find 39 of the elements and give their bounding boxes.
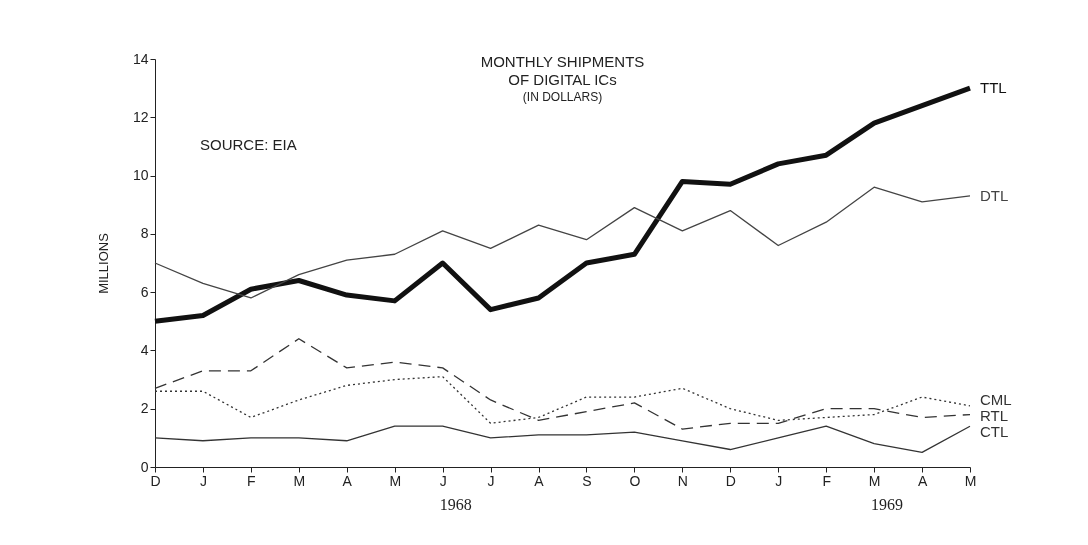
series-label: CML <box>980 390 1012 408</box>
x-tick-label: S <box>582 472 592 489</box>
y-tick-label: 8 <box>140 225 149 242</box>
series-label: TTL <box>980 79 1007 97</box>
x-tick-label: D <box>725 472 736 489</box>
y-tick-label: 4 <box>140 341 149 358</box>
x-tick-label: J <box>775 472 783 489</box>
x-tick-label: F <box>247 472 256 489</box>
text: (IN DOLLARS) <box>522 90 603 104</box>
line-series <box>154 186 971 299</box>
x-tick-label: A <box>342 472 353 489</box>
x-tick-label: O <box>629 472 641 489</box>
y-axis-title: MILLIONS <box>95 232 111 294</box>
x-tick-label: A <box>917 472 928 489</box>
text: 1968 <box>439 496 472 513</box>
text: 1969 <box>871 496 904 513</box>
x-tick-label: N <box>677 472 688 489</box>
x-tick-label: J <box>487 472 495 489</box>
x-tick-label: M <box>389 472 402 489</box>
line-series <box>154 425 971 454</box>
annotation: SOURCE: EIA <box>200 136 297 153</box>
x-tick-label: M <box>293 472 306 489</box>
x-tick-label: J <box>439 472 447 489</box>
y-tick-label: 6 <box>140 283 149 300</box>
x-tick-label: M <box>868 472 881 489</box>
x-tick-label: A <box>534 472 545 489</box>
series-label: DTL <box>980 186 1009 204</box>
y-tick-label: 12 <box>132 108 149 125</box>
x-tick-label: D <box>150 472 161 489</box>
y-tick-label: 10 <box>132 167 149 184</box>
x-tick-label: M <box>964 472 977 489</box>
series-label: CTL <box>980 422 1009 440</box>
y-tick-label: 14 <box>132 50 149 67</box>
x-tick-label: J <box>199 472 207 489</box>
series-label: RTL <box>980 406 1009 424</box>
y-tick-label: 2 <box>140 400 149 417</box>
chart-title: MONTHLY SHIPMENTS OF DIGITAL ICs <box>480 53 645 88</box>
y-tick-label: 0 <box>140 458 149 475</box>
x-tick-label: F <box>822 472 831 489</box>
